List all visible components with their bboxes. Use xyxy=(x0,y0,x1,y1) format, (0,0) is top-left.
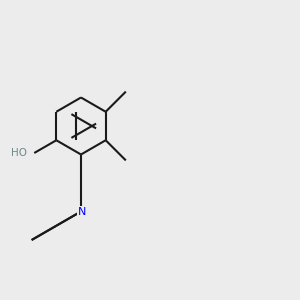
Text: N: N xyxy=(77,206,86,217)
Text: HO: HO xyxy=(11,148,27,158)
